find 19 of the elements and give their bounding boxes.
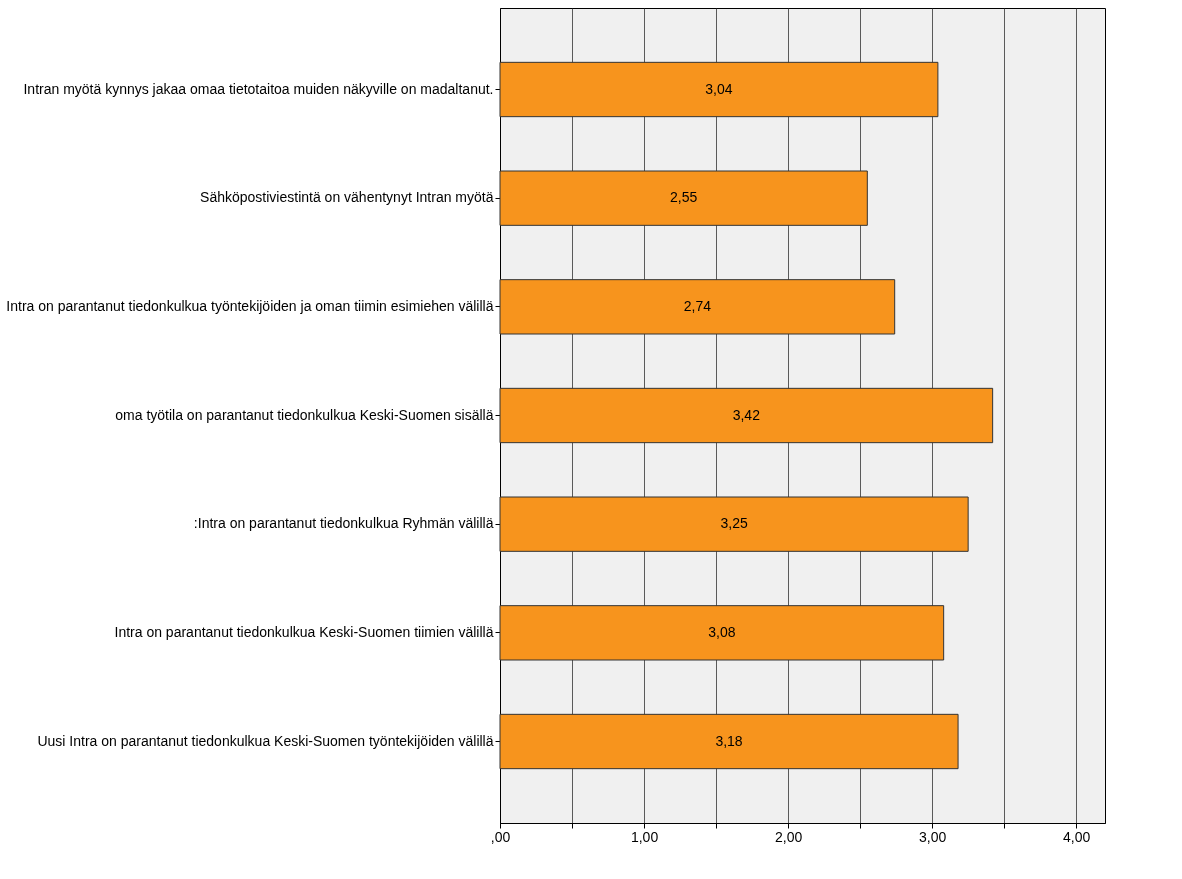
x-tick-label: 3,00 [919, 828, 947, 845]
data-label: 2,74 [683, 297, 712, 314]
x-tick-label: 4,00 [1063, 828, 1091, 845]
x-tick-label: ,00 [490, 828, 511, 845]
y-tick-label: oma työtila on parantanut tiedonkulkua Keski-Suomen sisällä [115, 406, 494, 423]
y-tick-label: Intra on parantanut tiedonkulkua Keski-Suomen tiimien välillä [114, 623, 494, 640]
x-tick-label: 1,00 [630, 828, 659, 845]
x-tick-label: 2,00 [774, 828, 803, 845]
y-tick-label: Intra on parantanut tiedonkulkua työntekijöiden ja oman tiimin esimiehen välillä [6, 297, 494, 314]
data-label: 3,04 [705, 80, 733, 97]
data-label: 3,08 [708, 623, 736, 640]
y-tick-label: :Intra on parantanut tiedonkulkua Ryhmän välillä [193, 515, 494, 532]
data-label: 3,42 [732, 406, 761, 423]
y-tick-label: Intran myötä kynnys jakaa omaa tietotaitoa muiden näkyville on madaltanut. [23, 80, 494, 97]
y-tick-label: Uusi Intra on parantanut tiedonkulkua Keski-Suomen työntekijöiden välillä [37, 732, 494, 749]
y-tick-label: Sähköpostiviestintä on vähentynyt Intran myötä [200, 189, 494, 206]
data-label: 3,25 [720, 515, 748, 532]
data-label: 2,55 [670, 189, 698, 206]
data-label: 3,18 [715, 732, 743, 749]
